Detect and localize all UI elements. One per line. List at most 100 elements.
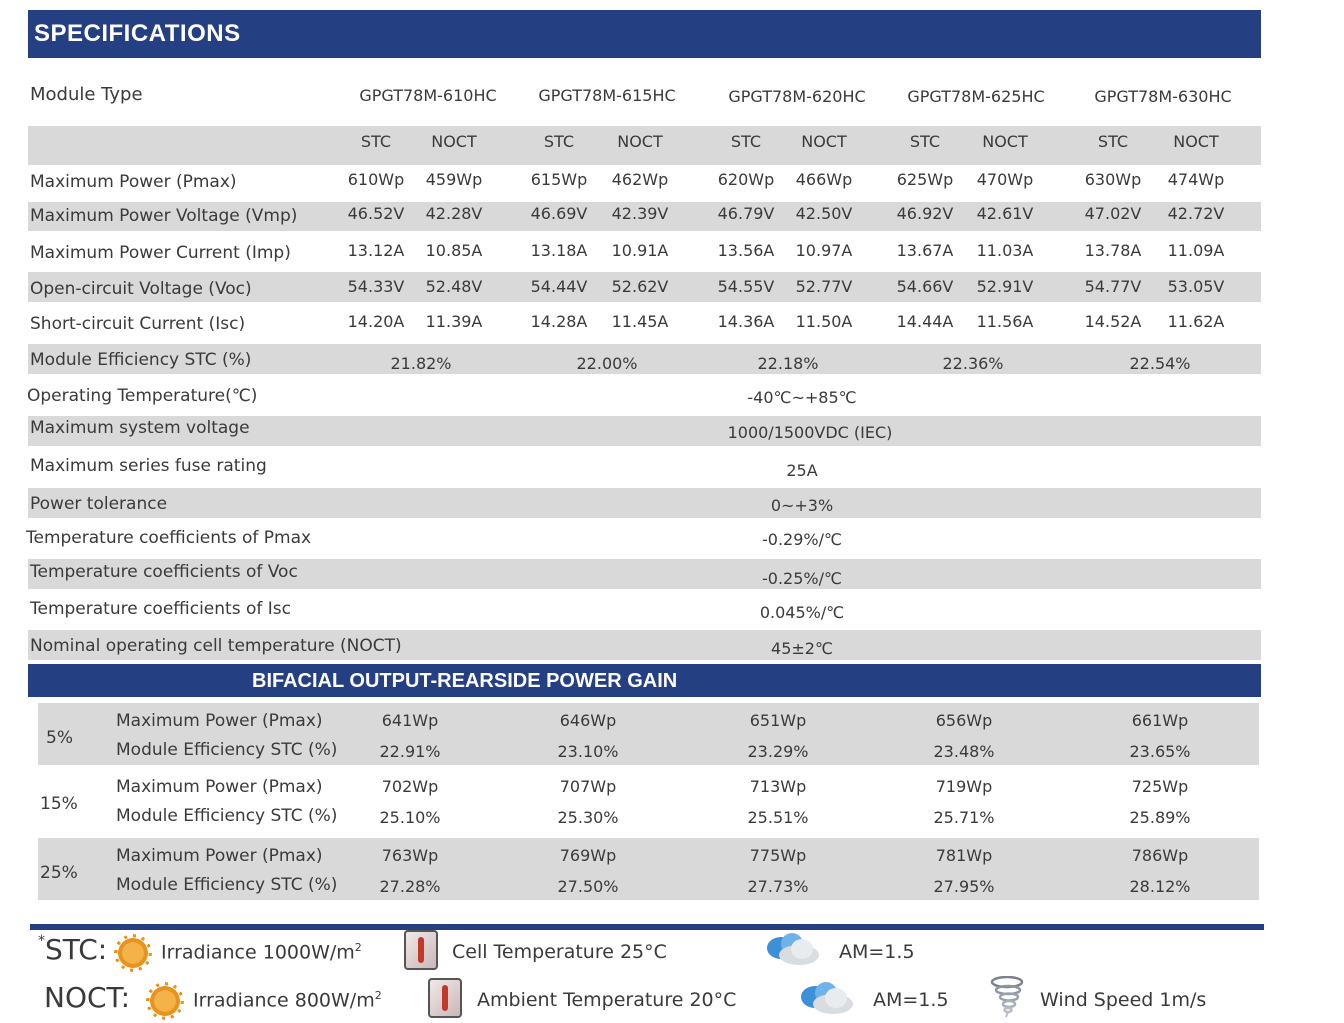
cloud-icon bbox=[763, 933, 823, 967]
noct-footnote-label: NOCT: bbox=[44, 981, 130, 1014]
stc-value: 46.69V bbox=[530, 204, 588, 223]
spec-row-label: Maximum Power Voltage (Vmp) bbox=[30, 206, 298, 226]
thermometer-icon bbox=[428, 978, 462, 1018]
stc-value: 14.52A bbox=[1084, 312, 1142, 331]
noct-value: 52.48V bbox=[425, 277, 483, 296]
stc-value: 630Wp bbox=[1084, 170, 1142, 189]
noct-value: 11.45A bbox=[611, 312, 669, 331]
model-name: GPGT78M-620HC bbox=[728, 87, 866, 106]
common-row-value: 0.045%/℃ bbox=[759, 603, 845, 622]
superscript: 2 bbox=[354, 941, 362, 954]
spec-row-label: Maximum Power (Pmax) bbox=[30, 172, 237, 192]
noct-value: 42.28V bbox=[425, 204, 483, 223]
common-row-label: Nominal operating cell temperature (NOCT… bbox=[30, 636, 402, 656]
stc-value: 14.36A bbox=[717, 312, 775, 331]
row-band bbox=[28, 488, 1261, 518]
bifacial-pmax-value: 763Wp bbox=[381, 846, 439, 865]
noct-value: 474Wp bbox=[1167, 170, 1225, 189]
noct-value: 10.85A bbox=[425, 241, 483, 260]
noct-label: NOCT bbox=[1173, 132, 1219, 151]
row-band bbox=[28, 416, 1261, 446]
bifacial-pmax-label: Maximum Power (Pmax) bbox=[116, 846, 323, 866]
bifacial-eff-value: 27.28% bbox=[379, 877, 441, 896]
common-row-value: 25A bbox=[786, 461, 818, 480]
efficiency-value: 22.00% bbox=[576, 354, 638, 373]
common-row-value: 1000/1500VDC (IEC) bbox=[727, 423, 893, 442]
model-name: GPGT78M-615HC bbox=[538, 86, 676, 105]
common-row-value: 0~+3% bbox=[770, 496, 834, 515]
noct-label: NOCT bbox=[431, 132, 477, 151]
noct-value: 470Wp bbox=[976, 170, 1034, 189]
noct-value: 42.39V bbox=[611, 204, 669, 223]
common-row-label: Temperature coefficients of Voc bbox=[30, 562, 298, 582]
efficiency-value: 21.82% bbox=[390, 354, 452, 373]
row-band bbox=[28, 630, 1261, 660]
bifacial-pmax-value: 707Wp bbox=[559, 777, 617, 796]
stc-value: 14.44A bbox=[896, 312, 954, 331]
bifacial-eff-value: 25.89% bbox=[1129, 808, 1191, 827]
stc-value: 13.67A bbox=[896, 241, 954, 260]
thermometer-icon bbox=[404, 930, 438, 970]
bifacial-pmax-value: 781Wp bbox=[935, 846, 993, 865]
bifacial-group-band bbox=[38, 703, 1259, 765]
bifacial-eff-label: Module Efficiency STC (%) bbox=[116, 806, 338, 826]
sun-icon bbox=[114, 934, 152, 972]
sun-icon bbox=[146, 982, 184, 1020]
noct-value: 42.72V bbox=[1167, 204, 1225, 223]
stc-noct-header-band bbox=[28, 126, 1261, 165]
noct-value: 11.50A bbox=[795, 312, 853, 331]
noct-label: NOCT bbox=[617, 132, 663, 151]
common-row-label: Temperature coefficients of Pmax bbox=[26, 528, 312, 548]
noct-value: 11.39A bbox=[425, 312, 483, 331]
bifacial-pmax-value: 641Wp bbox=[381, 711, 439, 730]
specifications-title: SPECIFICATIONS bbox=[34, 20, 241, 47]
bifacial-eff-value: 27.95% bbox=[933, 877, 995, 896]
stc-value: 14.20A bbox=[347, 312, 405, 331]
stc-label: STC bbox=[360, 132, 392, 151]
noct-irradiance: Irradiance 800W/m2 bbox=[193, 989, 382, 1011]
model-name: GPGT78M-610HC bbox=[359, 86, 497, 105]
row-band bbox=[28, 559, 1261, 589]
bifacial-pmax-value: 719Wp bbox=[935, 777, 993, 796]
noct-value: 11.62A bbox=[1167, 312, 1225, 331]
bifacial-pmax-label: Maximum Power (Pmax) bbox=[116, 777, 323, 797]
stc-value: 54.77V bbox=[1084, 277, 1142, 296]
model-name: GPGT78M-625HC bbox=[907, 87, 1045, 106]
module-type-label: Module Type bbox=[30, 84, 143, 105]
stc-value: 615Wp bbox=[530, 170, 588, 189]
bifacial-pmax-value: 651Wp bbox=[749, 711, 807, 730]
row-band bbox=[28, 202, 1261, 231]
bifacial-eff-value: 25.10% bbox=[379, 808, 441, 827]
stc-footnote-label: *STC: bbox=[38, 933, 107, 966]
stc-value: 13.78A bbox=[1084, 241, 1142, 260]
noct-value: 52.62V bbox=[611, 277, 669, 296]
bifacial-gain: 15% bbox=[40, 794, 78, 814]
stc-value: 620Wp bbox=[717, 170, 775, 189]
stc-value: 54.33V bbox=[347, 277, 405, 296]
bifacial-pmax-value: 646Wp bbox=[559, 711, 617, 730]
stc-footnote-text: STC: bbox=[45, 933, 108, 966]
noct-value: 10.97A bbox=[795, 241, 853, 260]
common-row-value: -0.25%/℃ bbox=[762, 569, 842, 588]
noct-ambient-temp: Ambient Temperature 20°C bbox=[477, 989, 737, 1011]
stc-value: 46.79V bbox=[717, 204, 775, 223]
noct-value: 10.91A bbox=[611, 241, 669, 260]
bifacial-eff-value: 23.48% bbox=[933, 742, 995, 761]
common-row-label: Operating Temperature(℃) bbox=[27, 386, 258, 406]
stc-value: 13.12A bbox=[347, 241, 405, 260]
stc-value: 54.55V bbox=[717, 277, 775, 296]
noct-label: NOCT bbox=[801, 132, 847, 151]
bifacial-eff-value: 25.30% bbox=[557, 808, 619, 827]
noct-value: 459Wp bbox=[425, 170, 483, 189]
bifacial-gain: 25% bbox=[40, 863, 78, 883]
bifacial-pmax-value: 661Wp bbox=[1131, 711, 1189, 730]
bifacial-eff-label: Module Efficiency STC (%) bbox=[116, 740, 338, 760]
bifacial-pmax-value: 775Wp bbox=[749, 846, 807, 865]
noct-value: 11.09A bbox=[1167, 241, 1225, 260]
bifacial-pmax-label: Maximum Power (Pmax) bbox=[116, 711, 323, 731]
bifacial-pmax-value: 769Wp bbox=[559, 846, 617, 865]
stc-value: 54.66V bbox=[896, 277, 954, 296]
stc-label: STC bbox=[1097, 132, 1129, 151]
bifacial-pmax-value: 702Wp bbox=[381, 777, 439, 796]
stc-am: AM=1.5 bbox=[839, 941, 915, 963]
